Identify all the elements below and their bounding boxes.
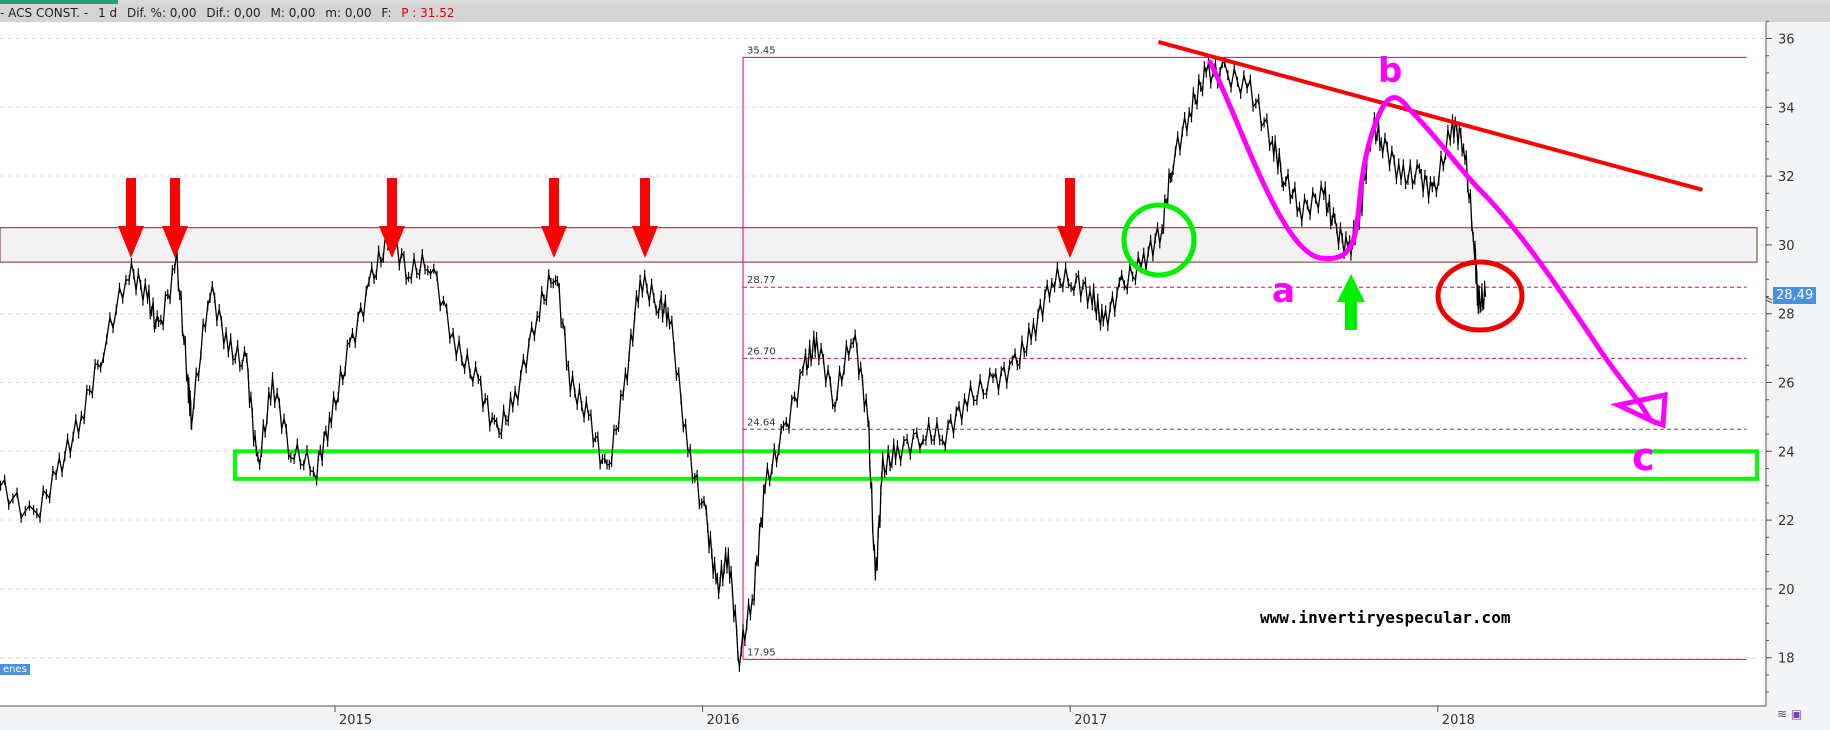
last-price-marker <box>1765 296 1773 304</box>
symbol-label: - ACS CONST. - <box>0 6 89 20</box>
fib-level-label: 28.77 <box>747 275 776 286</box>
abc-wave-path <box>1207 59 1668 429</box>
f-label: F: <box>381 6 392 20</box>
arrow-down-icon <box>162 226 188 258</box>
resistance-trendline <box>1157 40 1703 192</box>
bottom-buttons[interactable]: ≋ ▣ <box>1777 707 1802 721</box>
x-axis-panel <box>0 706 1830 730</box>
breakout-circle <box>1121 202 1197 278</box>
max: M: 0,00 <box>270 6 316 20</box>
fib-level-label: 35.45 <box>747 45 776 56</box>
y-tick-label: 32 <box>1778 170 1795 185</box>
arrow-down-icon <box>126 178 136 226</box>
fib-level-label: 17.95 <box>747 647 776 658</box>
arrow-down-icon <box>541 226 567 258</box>
y-tick-label: 22 <box>1778 514 1795 529</box>
y-tick-label: 26 <box>1778 377 1795 392</box>
watermark: www.invertiryespecular.com <box>1260 608 1511 627</box>
dif: Dif.: 0,00 <box>206 6 261 20</box>
y-tick-label: 20 <box>1778 583 1795 598</box>
gap-ellipse <box>1435 259 1525 333</box>
info-bar: - ACS CONST. - 1 d Dif. %: 0,00 Dif.: 0,… <box>0 4 1830 22</box>
wave-label-c: c <box>1632 435 1655 479</box>
fib-level-label: 26.70 <box>747 346 776 357</box>
active-tab[interactable] <box>0 0 118 4</box>
resistance-zone <box>0 227 1758 263</box>
support-zone <box>233 449 1759 481</box>
y-tick-label: 30 <box>1778 239 1795 254</box>
x-tick-label: 2017 <box>1074 713 1107 728</box>
price-line <box>0 61 1487 667</box>
price-label: P : 31.52 <box>401 6 455 20</box>
left-label: enes <box>0 664 30 675</box>
y-tick-label: 18 <box>1778 652 1795 667</box>
arrow-down-icon <box>387 178 397 226</box>
x-tick-label: 2015 <box>339 713 372 728</box>
wave-label-b: b <box>1378 51 1402 91</box>
arrow-down-icon <box>379 226 405 258</box>
dif-pct: Dif. %: 0,00 <box>126 6 197 20</box>
y-tick-label: 24 <box>1778 445 1795 460</box>
x-tick-label: 2016 <box>707 713 740 728</box>
arrow-up-icon <box>1337 274 1365 302</box>
arrow-down-icon <box>1057 226 1083 258</box>
last-price-tag: 28,49 <box>1773 287 1817 304</box>
y-tick-label: 28 <box>1778 308 1795 323</box>
arrow-down-icon <box>549 178 559 226</box>
top-strip <box>0 0 1830 4</box>
y-axis-panel <box>1766 22 1830 706</box>
fib-level-label: 24.64 <box>747 417 776 428</box>
x-tick-label: 2018 <box>1442 713 1475 728</box>
wave-label-a: a <box>1272 271 1295 311</box>
min: m: 0,00 <box>325 6 372 20</box>
y-tick-label: 36 <box>1778 33 1795 48</box>
y-tick-label: 34 <box>1778 101 1795 116</box>
arrow-down-icon <box>170 178 180 226</box>
save-icon[interactable]: ▣ <box>1790 707 1803 721</box>
arrow-down-icon <box>632 226 658 258</box>
arrow-up-icon <box>1345 300 1357 330</box>
arrow-down-icon <box>118 226 144 258</box>
indicators-icon[interactable]: ≋ <box>1777 707 1788 721</box>
arrow-down-icon <box>1065 178 1075 226</box>
period-label: 1 d <box>98 6 118 20</box>
arrow-down-icon <box>640 178 650 226</box>
